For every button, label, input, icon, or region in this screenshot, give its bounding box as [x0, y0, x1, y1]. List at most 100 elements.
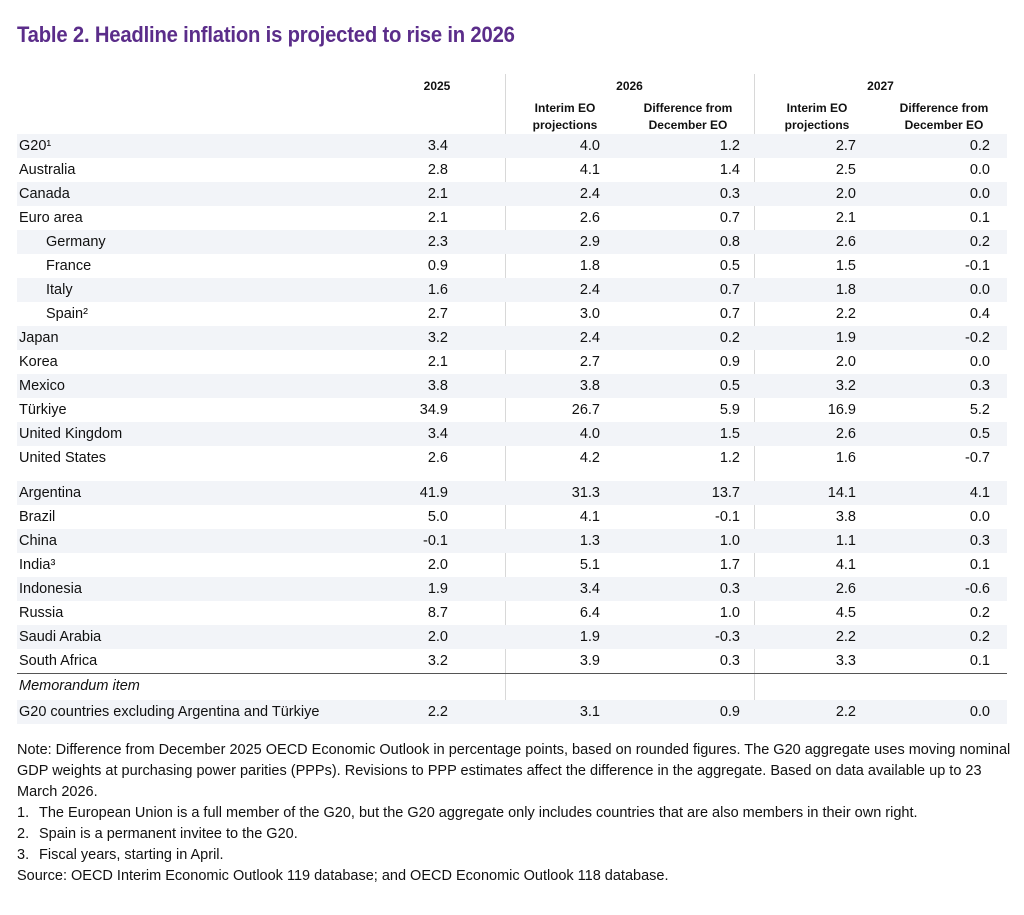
- table-separator: [17, 673, 1007, 674]
- cell: 2.3: [427, 234, 448, 250]
- row-label: Saudi Arabia: [19, 629, 102, 645]
- cell: 0.9: [719, 354, 740, 370]
- notes: Note: Difference from December 2025 OECD…: [17, 740, 1017, 887]
- cell: 1.6: [835, 450, 856, 466]
- cell: 0.1: [969, 210, 990, 226]
- cell: 4.5: [835, 605, 856, 621]
- cell: 2.1: [427, 210, 448, 226]
- memo-label: Memorandum item: [19, 678, 140, 694]
- cell: 4.1: [579, 162, 600, 178]
- cell: 2.2: [835, 629, 856, 645]
- cell: 16.9: [827, 402, 856, 418]
- cell: 3.0: [579, 306, 600, 322]
- footnote-number: 1.: [17, 805, 30, 821]
- cell: 1.0: [719, 533, 740, 549]
- row-label: Korea: [19, 354, 58, 370]
- cell: 3.1: [579, 704, 600, 720]
- cell: 3.2: [427, 653, 448, 669]
- cell: 31.3: [571, 485, 600, 501]
- cell: 0.1: [969, 557, 990, 573]
- cell: -0.6: [965, 581, 990, 597]
- footnote-1: 1. The European Union is a full member of…: [17, 803, 1017, 824]
- row-label: G20¹: [19, 138, 52, 154]
- cell: 1.2: [719, 450, 740, 466]
- table-row: Japan 3.2 2.4 0.2 1.9 -0.2: [17, 326, 1007, 350]
- cell: 6.4: [579, 605, 600, 621]
- cell: 2.2: [427, 704, 448, 720]
- cell: 0.3: [719, 653, 740, 669]
- cell: 14.1: [827, 485, 856, 501]
- cell: -0.7: [965, 450, 990, 466]
- cell: 1.8: [835, 282, 856, 298]
- table-row: United Kingdom 3.4 4.0 1.5 2.6 0.5: [17, 422, 1007, 446]
- table-row: Mexico 3.8 3.8 0.5 3.2 0.3: [17, 374, 1007, 398]
- cell: 2.4: [579, 330, 600, 346]
- cell: 0.3: [969, 378, 990, 394]
- cell: 3.4: [579, 581, 600, 597]
- cell: 3.8: [427, 378, 448, 394]
- table-row: Indonesia 1.9 3.4 0.3 2.6 -0.6: [17, 577, 1007, 601]
- row-label: South Africa: [19, 653, 98, 669]
- cell: 0.7: [719, 282, 740, 298]
- footnote-text: The European Union is a full member of t…: [39, 805, 918, 821]
- cell: 0.8: [719, 234, 740, 250]
- cell: 5.2: [969, 402, 990, 418]
- cell: 2.0: [835, 186, 856, 202]
- cell: 0.2: [719, 330, 740, 346]
- table-row: Australia 2.8 4.1 1.4 2.5 0.0: [17, 158, 1007, 182]
- cell: 0.0: [969, 509, 990, 525]
- row-label: Australia: [19, 162, 76, 178]
- cell: 2.1: [427, 186, 448, 202]
- cell: 1.4: [719, 162, 740, 178]
- cell: 1.9: [579, 629, 600, 645]
- table-row: India³ 2.0 5.1 1.7 4.1 0.1: [17, 553, 1007, 577]
- cell: 0.0: [969, 704, 990, 720]
- cell: 34.9: [419, 402, 448, 418]
- table-row: Italy 1.6 2.4 0.7 1.8 0.0: [17, 278, 1007, 302]
- cell: 0.0: [969, 282, 990, 298]
- cell: 2.0: [835, 354, 856, 370]
- cell: 2.6: [579, 210, 600, 226]
- note-text: Note: Difference from December 2025 OECD…: [17, 742, 1011, 800]
- header-2027-interim: Interim EO projections: [784, 101, 850, 132]
- source-text: Source: OECD Interim Economic Outlook 11…: [17, 868, 669, 884]
- cell: 3.2: [835, 378, 856, 394]
- cell: 1.6: [427, 282, 448, 298]
- cell: -0.1: [715, 509, 740, 525]
- cell: 1.9: [835, 330, 856, 346]
- row-label: Canada: [19, 186, 70, 202]
- cell: 2.7: [579, 354, 600, 370]
- cell: 0.5: [719, 258, 740, 274]
- cell: 3.2: [427, 330, 448, 346]
- cell: 2.4: [579, 282, 600, 298]
- row-label: Argentina: [19, 485, 82, 501]
- cell: 1.8: [579, 258, 600, 274]
- cell: 2.0: [427, 629, 448, 645]
- table-row: Spain² 2.7 3.0 0.7 2.2 0.4: [17, 302, 1007, 326]
- table-row: United States 2.6 4.2 1.2 1.6 -0.7: [17, 446, 1007, 470]
- cell: 0.4: [969, 306, 990, 322]
- cell: 2.6: [835, 234, 856, 250]
- cell: 2.9: [579, 234, 600, 250]
- footnote-number: 2.: [17, 826, 30, 842]
- cell: -0.2: [965, 330, 990, 346]
- row-label: G20 countries excluding Argentina and Tü…: [19, 704, 320, 720]
- cell: 0.0: [969, 162, 990, 178]
- cell: 1.7: [719, 557, 740, 573]
- table-row: Korea 2.1 2.7 0.9 2.0 0.0: [17, 350, 1007, 374]
- row-label: India³: [19, 557, 56, 573]
- table-row: China -0.1 1.3 1.0 1.1 0.3: [17, 529, 1007, 553]
- cell: 0.9: [427, 258, 448, 274]
- row-label: Italy: [46, 282, 73, 298]
- table-row: Türkiye 34.9 26.7 5.9 16.9 5.2: [17, 398, 1007, 422]
- cell: 2.7: [427, 306, 448, 322]
- cell: 2.7: [835, 138, 856, 154]
- row-label: China: [19, 533, 57, 549]
- row-label: United Kingdom: [19, 426, 123, 442]
- cell: 0.2: [969, 234, 990, 250]
- column-divider: [754, 74, 755, 722]
- row-label: Mexico: [19, 378, 65, 394]
- table-row: Euro area 2.1 2.6 0.7 2.1 0.1: [17, 206, 1007, 230]
- footnote-2: 2. Spain is a permanent invitee to the G2…: [17, 824, 1017, 845]
- table-row: Brazil 5.0 4.1 -0.1 3.8 0.0: [17, 505, 1007, 529]
